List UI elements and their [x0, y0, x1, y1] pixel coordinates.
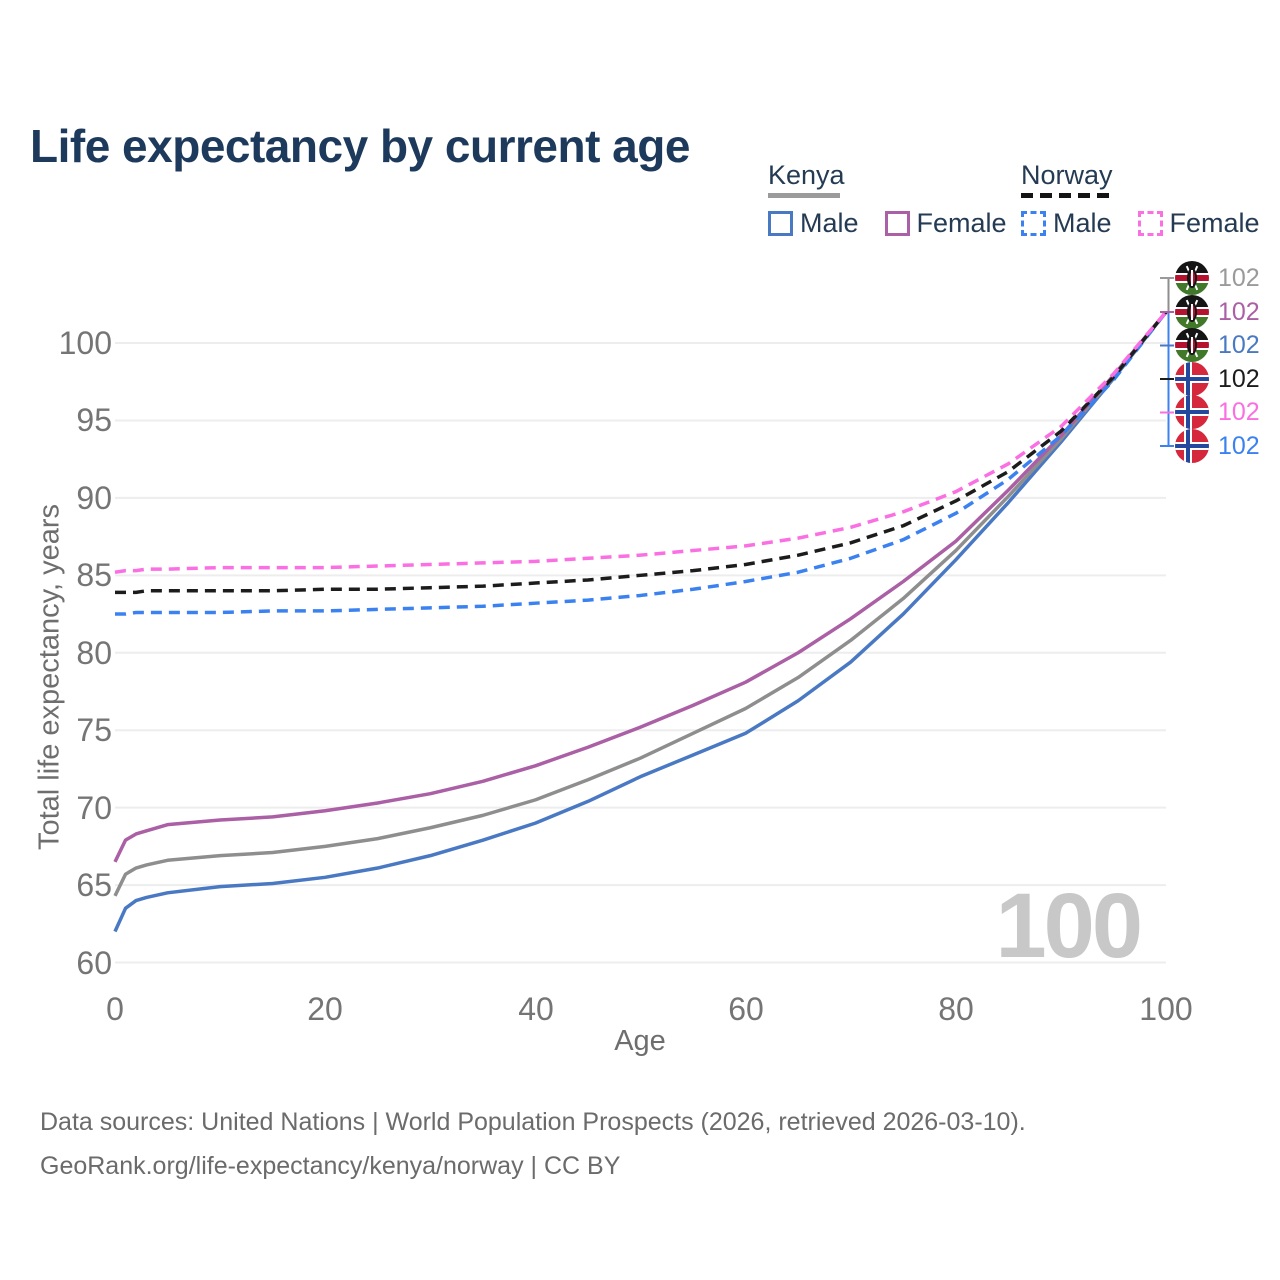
legend-label: Male [800, 208, 859, 238]
norway-flag-icon [1175, 395, 1209, 429]
legend-item-norway-male[interactable]: Male [1021, 208, 1112, 239]
y-tick-65: 65 [76, 867, 112, 903]
kenya-female-swatch-icon [884, 211, 910, 236]
kenya-male-swatch-icon [768, 211, 793, 236]
y-tick-95: 95 [76, 402, 112, 438]
legend-label: Female [1169, 208, 1260, 238]
legend-label: Female [916, 208, 1007, 238]
end-value: 102 [1218, 364, 1260, 393]
end-label-norway-male: 102 [1175, 429, 1260, 463]
y-tick-90: 90 [76, 480, 112, 516]
end-label-kenya-male: 102 [1175, 328, 1260, 362]
y-tick-80: 80 [76, 635, 112, 671]
end-value: 102 [1218, 263, 1260, 292]
end-value: 102 [1218, 431, 1260, 460]
y-tick-85: 85 [76, 557, 112, 593]
norway-dashed-line-sample-icon [1021, 193, 1111, 198]
x-tick-100: 100 [1139, 991, 1193, 1027]
norway-flag-icon [1175, 429, 1209, 463]
end-value: 102 [1218, 330, 1260, 359]
legend-group-norway: Norway Male Female [1021, 160, 1260, 239]
legend-label: Male [1053, 208, 1112, 238]
footer-data-sources: Data sources: United Nations | World Pop… [40, 1108, 1026, 1136]
legend-item-kenya-female[interactable]: Female [884, 208, 1007, 239]
end-value: 102 [1218, 297, 1260, 326]
y-tick-75: 75 [76, 712, 112, 748]
kenya-solid-line-sample-icon [768, 193, 840, 198]
y-tick-60: 60 [76, 945, 112, 981]
norway-flag-icon [1175, 362, 1209, 396]
legend-group-kenya: Kenya Male Female [768, 160, 1007, 239]
y-tick-70: 70 [76, 790, 112, 826]
x-tick-40: 40 [518, 991, 554, 1027]
end-value: 102 [1218, 397, 1260, 426]
kenya-flag-icon [1175, 295, 1209, 329]
x-tick-80: 80 [938, 991, 974, 1027]
end-label-norway-female: 102 [1175, 395, 1260, 429]
legend-item-norway-female[interactable]: Female [1137, 208, 1260, 239]
end-label-kenya-total: 102 [1175, 261, 1260, 295]
footer-attribution: GeoRank.org/life-expectancy/kenya/norway… [40, 1152, 621, 1180]
x-tick-20: 20 [307, 991, 343, 1027]
kenya-flag-icon [1175, 261, 1209, 295]
x-axis-title: Age [614, 1025, 666, 1057]
end-label-norway-total: 102 [1175, 362, 1260, 396]
end-label-kenya-female: 102 [1175, 295, 1260, 329]
legend-item-kenya-male[interactable]: Male [768, 208, 859, 239]
norway-female-swatch-icon [1137, 211, 1163, 236]
age-watermark: 100 [995, 875, 1143, 977]
legend-country-norway: Norway [1021, 160, 1113, 190]
x-tick-0: 0 [106, 991, 124, 1027]
norway-male-swatch-icon [1021, 211, 1046, 236]
legend-country-kenya: Kenya [768, 160, 845, 190]
kenya-flag-icon [1175, 328, 1209, 362]
y-axis-title: Total life expectancy, years [33, 503, 66, 851]
page-title: Life expectancy by current age [30, 119, 690, 172]
x-tick-60: 60 [728, 991, 764, 1027]
y-tick-100: 100 [58, 325, 112, 361]
